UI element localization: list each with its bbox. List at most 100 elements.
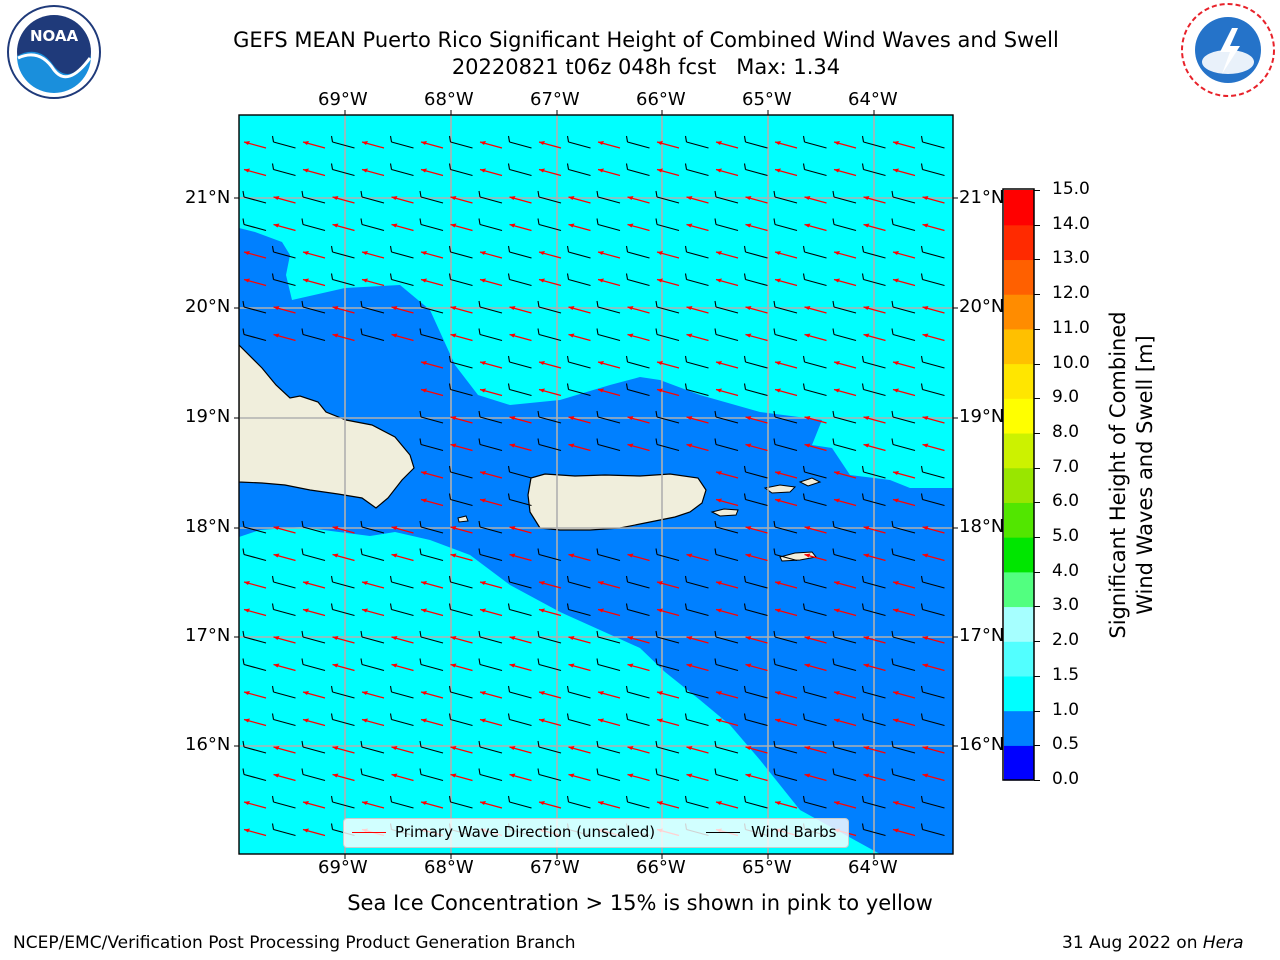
wind-barb — [773, 410, 798, 424]
wind-barb — [360, 548, 385, 562]
wind-barb — [920, 603, 945, 617]
wind-barb — [566, 575, 591, 589]
wave-direction-arrow — [479, 691, 503, 699]
wind-barb — [507, 713, 532, 727]
wind-barb — [684, 603, 709, 617]
wave-direction-arrow — [509, 746, 532, 754]
wind-barb — [566, 355, 591, 369]
wave-direction-arrow — [568, 196, 591, 204]
wind-barb — [566, 383, 591, 397]
wind-barb — [360, 190, 385, 204]
wind-barb — [330, 685, 355, 699]
wind-barb — [537, 328, 562, 342]
wave-direction-arrow — [656, 691, 680, 699]
wind-barb — [596, 410, 621, 424]
wave-direction-arrow — [745, 333, 768, 342]
wind-barb — [419, 548, 444, 562]
colorbar-tick-label: 14.0 — [1052, 213, 1090, 234]
wave-direction-arrow — [627, 333, 650, 342]
wind-barb — [596, 740, 621, 754]
wind-barb — [802, 795, 827, 809]
wave-direction-arrow — [391, 526, 414, 534]
wind-barb — [655, 190, 680, 204]
wave-direction-arrow — [863, 636, 886, 644]
colorbar-block — [1004, 571, 1034, 608]
wave-direction-arrow — [332, 333, 355, 342]
wind-barb — [861, 575, 886, 589]
wind-barb — [507, 355, 532, 369]
lon-label-top-64w: 64°W — [848, 89, 898, 110]
wave-direction-arrow — [450, 553, 473, 562]
colorbar-tick — [1034, 294, 1040, 296]
chart-title: GEFS MEAN Puerto Rico Significant Height… — [233, 28, 1059, 52]
colorbar-tick — [1034, 502, 1040, 504]
wind-barb — [507, 383, 532, 397]
wave-direction-arrow — [656, 251, 680, 259]
chart-subtitle-run: 20220821 t06z 048h fcst Max: 1.34 — [451, 55, 841, 79]
wind-barb — [389, 163, 414, 177]
wind-barb — [891, 328, 916, 342]
wave-direction-arrow — [804, 443, 827, 452]
wind-barb — [301, 548, 326, 562]
wave-direction-arrow — [509, 416, 532, 424]
wind-barb — [743, 795, 768, 809]
colorbar-tick-label: 9.0 — [1052, 387, 1080, 408]
lat-label-left-16n: 16°N — [185, 734, 231, 755]
wind-barb — [743, 355, 768, 369]
wave-direction-arrow — [656, 278, 680, 287]
wind-barb — [773, 218, 798, 232]
wave-direction-arrow — [774, 718, 798, 727]
wind-barb — [389, 135, 414, 149]
wind-barb — [389, 575, 414, 589]
wave-direction-arrow — [538, 141, 562, 149]
colorbar-tick-label: 12.0 — [1052, 283, 1090, 304]
wave-direction-arrow — [922, 663, 945, 672]
wave-direction-arrow — [745, 306, 768, 314]
wave-direction-arrow — [833, 691, 857, 699]
wave-direction-arrow — [686, 416, 709, 424]
wind-barb — [743, 135, 768, 149]
wave-direction-arrow — [774, 278, 798, 287]
wind-barb — [743, 603, 768, 617]
wave-direction-arrow — [361, 581, 385, 589]
wave-direction-arrow — [273, 636, 296, 644]
wave-direction-arrow — [892, 471, 916, 479]
wind-barb — [832, 658, 857, 672]
wind-barb — [773, 548, 798, 562]
wave-direction-arrow — [568, 333, 591, 342]
wave-direction-arrow — [745, 636, 768, 644]
wind-barb — [891, 300, 916, 314]
wave-direction-arrow — [273, 553, 296, 562]
wind-barb — [891, 218, 916, 232]
wind-barb — [389, 795, 414, 809]
wave-direction-arrow — [863, 333, 886, 342]
wind-barb — [596, 218, 621, 232]
wave-direction-arrow — [391, 333, 414, 342]
colorbar-block — [1004, 745, 1034, 781]
wave-direction-arrow — [538, 718, 562, 727]
colorbar-block — [1004, 190, 1034, 226]
wave-direction-arrow — [922, 306, 945, 314]
wind-barb — [920, 685, 945, 699]
colorbar-tick — [1034, 363, 1040, 365]
wave-direction-arrow — [863, 196, 886, 204]
wind-barb — [861, 493, 886, 507]
wind-barb — [625, 355, 650, 369]
wave-direction-arrow — [715, 168, 739, 177]
wind-barb — [802, 273, 827, 287]
wave-direction-arrow — [479, 608, 503, 617]
wind-barb — [389, 273, 414, 287]
wind-barb — [714, 438, 739, 452]
wave-direction-arrow — [597, 361, 621, 369]
wave-direction-arrow — [863, 223, 886, 232]
wave-direction-arrow — [450, 746, 473, 754]
wave-direction-arrow — [922, 443, 945, 452]
wave-direction-arrow — [332, 223, 355, 232]
wave-direction-arrow — [568, 223, 591, 232]
wave-direction-arrow — [450, 773, 473, 782]
colorbar-tick-label: 15.0 — [1052, 179, 1090, 199]
wind-barb — [271, 163, 296, 177]
wind-barb — [242, 630, 267, 644]
footer-machine: Hera — [1202, 933, 1244, 953]
wave-direction-arrow — [479, 718, 503, 727]
